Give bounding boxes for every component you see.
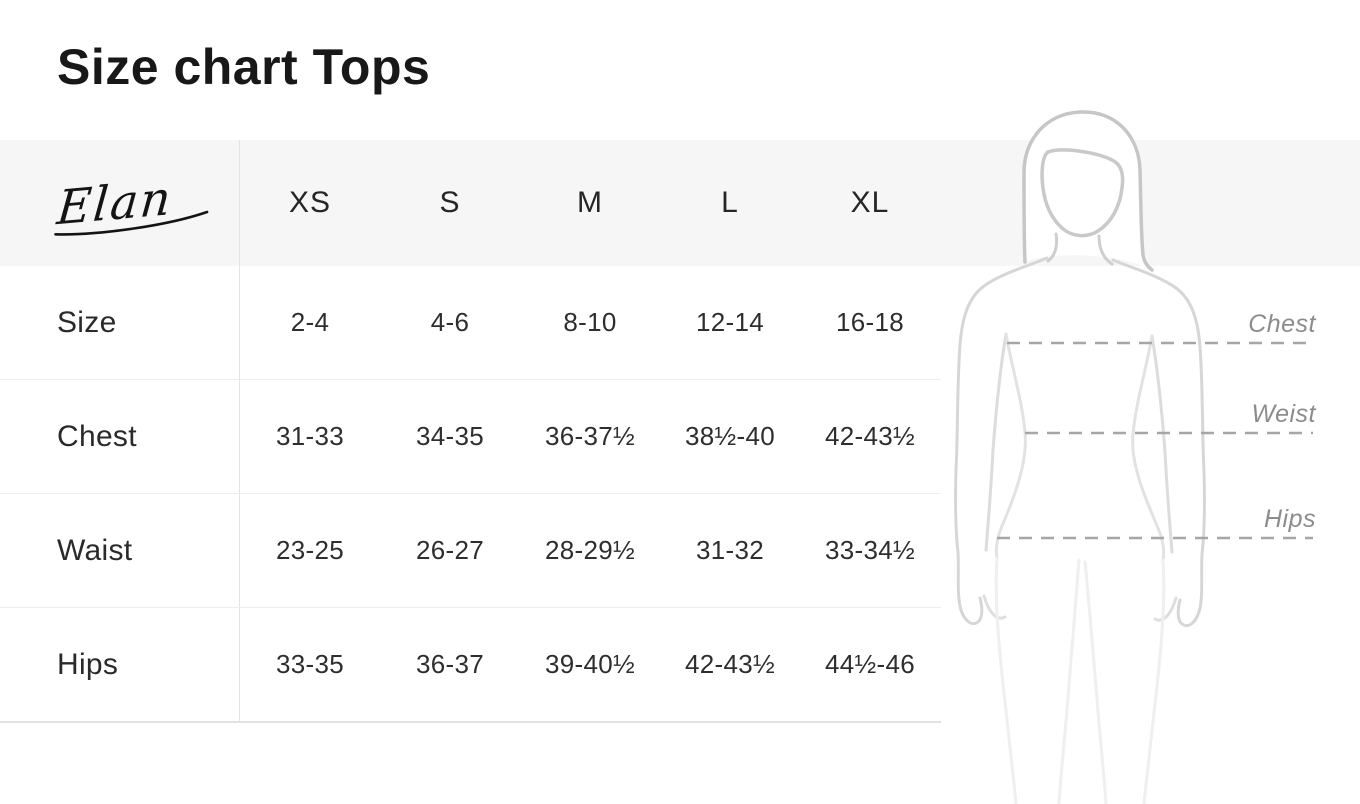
right-inner-arm-line	[1150, 334, 1174, 554]
cell-size-xl: 16-18	[836, 307, 904, 337]
hair-outline	[1022, 110, 1154, 272]
measure-label-chest: Chest	[1248, 310, 1316, 338]
cell-size-xs: 2-4	[290, 307, 330, 337]
cell-hips-xl: 44½-46	[825, 649, 915, 679]
cell-hips-m: 39-40½	[545, 649, 635, 679]
cell-chest-s: 34-35	[416, 421, 484, 451]
face-outline	[1040, 148, 1125, 238]
column-header-xs: XS	[288, 186, 332, 219]
left-leg-outer-line	[994, 556, 1018, 804]
measure-label-hips: Hips	[1263, 505, 1316, 533]
measure-label-weist: Weist	[1251, 400, 1316, 428]
row-label-waist: Waist	[57, 533, 133, 567]
logo-underline-flourish	[54, 210, 209, 236]
cell-waist-l: 31-32	[696, 535, 764, 565]
neck-left-line	[1046, 232, 1059, 263]
column-header-m: M	[577, 186, 603, 219]
cell-size-s: 4-6	[430, 307, 470, 337]
left-arm-outline	[954, 256, 1049, 626]
cell-size-l: 12-14	[696, 307, 764, 337]
table-row-hips: Hips 33-35 36-37 39-40½ 42-43½ 44½-46	[0, 607, 941, 721]
cell-size-m: 8-10	[563, 307, 617, 337]
row-label-chest: Chest	[57, 419, 137, 453]
cell-chest-xl: 42-43½	[825, 421, 915, 451]
neck-right-line	[1097, 234, 1114, 266]
cell-waist-s: 26-27	[416, 535, 484, 565]
cell-chest-xs: 31-33	[276, 421, 344, 451]
woman-silhouette-illustration	[954, 110, 1313, 804]
cell-chest-l: 38½-40	[685, 421, 775, 451]
left-hand-thumb	[982, 594, 1007, 620]
right-arm-outline	[1111, 258, 1206, 628]
torso-left-line	[994, 332, 1027, 560]
cell-waist-xs: 23-25	[276, 535, 344, 565]
size-table: Elan XS S M L XL Size 2-4 4-6 8-10 12-14…	[0, 140, 941, 723]
cell-waist-xl: 33-34½	[825, 535, 915, 565]
left-inner-arm-line	[984, 332, 1008, 552]
column-header-l: L	[721, 186, 739, 219]
cell-hips-l: 42-43½	[685, 649, 775, 679]
cell-hips-xs: 33-35	[276, 649, 344, 679]
right-hand-thumb	[1153, 596, 1178, 622]
brand-logo-cell: Elan	[0, 140, 240, 266]
cell-waist-m: 28-29½	[545, 535, 635, 565]
table-row-size: Size 2-4 4-6 8-10 12-14 16-18	[0, 266, 941, 379]
column-header-xl: XL	[850, 186, 890, 219]
table-row-chest: Chest 31-33 34-35 36-37½ 38½-40 42-43½	[0, 379, 941, 493]
table-row-waist: Waist 23-25 26-27 28-29½ 31-32 33-34½	[0, 493, 941, 607]
torso-right-line	[1131, 334, 1166, 562]
row-label-hips: Hips	[57, 647, 119, 681]
table-header-row: Elan XS S M L XL	[0, 140, 941, 266]
cell-chest-m: 36-37½	[545, 421, 635, 451]
column-header-s: S	[439, 186, 461, 219]
page-title: Size chart Tops	[57, 39, 431, 95]
left-leg-inner-line	[1057, 558, 1081, 804]
right-leg-inner-line	[1083, 560, 1108, 804]
brand-logo: Elan	[54, 170, 209, 236]
row-label-size: Size	[57, 305, 117, 339]
cell-hips-s: 36-37	[416, 649, 484, 679]
right-leg-outer-line	[1142, 558, 1166, 804]
